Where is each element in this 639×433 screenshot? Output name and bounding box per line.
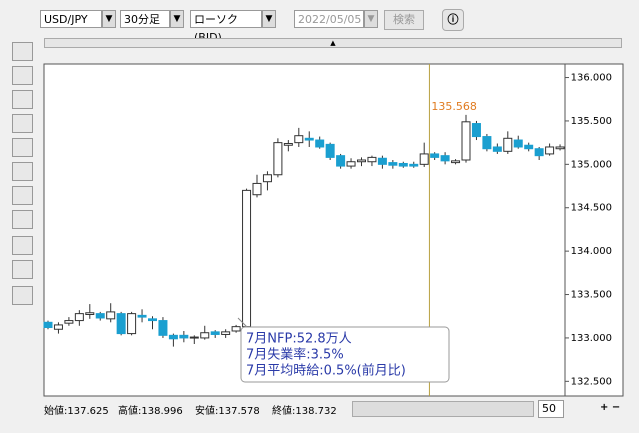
- tool-erase-all[interactable]: [12, 90, 33, 109]
- callout-text: 7月平均時給:0.5%(前月比): [246, 363, 406, 379]
- info-button[interactable]: ⓘ: [442, 9, 464, 31]
- candle-body: [440, 155, 450, 162]
- tool-line[interactable]: [12, 66, 33, 85]
- tool-view[interactable]: [12, 236, 33, 255]
- tool-zoom-out[interactable]: [12, 138, 33, 157]
- candle-body: [461, 121, 471, 161]
- tool-print[interactable]: [12, 260, 33, 279]
- y-tick-label: 135.000: [571, 159, 612, 170]
- y-tick-label: 133.000: [571, 333, 612, 344]
- candle-body: [127, 313, 137, 335]
- candle-body: [513, 139, 523, 148]
- y-tick-label: 132.500: [571, 376, 612, 387]
- tool-zoom-in[interactable]: [12, 114, 33, 133]
- tool-indicator[interactable]: [12, 162, 33, 181]
- candle-body: [221, 331, 231, 335]
- candle-body: [471, 123, 481, 138]
- status-close: 終値:138.732: [272, 406, 337, 417]
- candle-body: [262, 174, 272, 183]
- marker-label: 135.568: [431, 100, 477, 113]
- candle-body: [388, 162, 398, 166]
- callout-pointer: [237, 317, 249, 329]
- tool-cursor[interactable]: [12, 42, 33, 61]
- callout-text: 7月失業率:3.5%: [246, 347, 344, 363]
- timeframe-select[interactable]: 30分足: [120, 10, 170, 28]
- candle-body: [503, 137, 513, 152]
- candle-body: [315, 139, 325, 148]
- status-open: 始値:137.625: [44, 406, 109, 417]
- candle-body: [74, 313, 84, 322]
- candle-body: [85, 312, 95, 315]
- candle-body: [242, 189, 252, 328]
- count-select[interactable]: 50: [538, 400, 564, 418]
- dropdown-arrow[interactable]: ▼: [364, 10, 378, 28]
- collapse-tab[interactable]: ▲: [44, 38, 622, 48]
- candle-body: [294, 135, 304, 144]
- callout-text: 7月NFP:52.8万人: [246, 332, 352, 347]
- candle-body: [409, 163, 419, 167]
- candle-body: [106, 311, 116, 320]
- candle-body: [273, 142, 283, 176]
- candle-body: [555, 146, 565, 150]
- date-input[interactable]: 2022/05/05: [294, 10, 364, 28]
- candle-body: [137, 314, 147, 318]
- candle-body: [492, 146, 502, 152]
- dropdown-arrow[interactable]: ▼: [262, 10, 276, 28]
- y-tick-label: 135.500: [571, 116, 612, 127]
- candle-body: [304, 137, 314, 141]
- candle-body: [430, 153, 440, 158]
- candle-body: [148, 318, 157, 322]
- candle-body: [179, 334, 189, 339]
- scrollbar[interactable]: [352, 401, 534, 417]
- candle-body: [534, 148, 544, 157]
- candle-body: [210, 331, 220, 335]
- candle-body: [419, 153, 429, 165]
- candle-body: [252, 182, 262, 196]
- candle-body: [189, 336, 199, 339]
- candle-body: [524, 144, 534, 150]
- tool-symbols[interactable]: [12, 210, 33, 229]
- y-tick-label: 136.000: [571, 73, 612, 84]
- candle-body: [95, 313, 105, 319]
- tool-table[interactable]: [12, 286, 33, 305]
- candle-body: [43, 321, 53, 329]
- candle-body: [158, 320, 168, 336]
- candle-body: [336, 155, 346, 167]
- candle-body: [367, 156, 377, 163]
- candle-body: [451, 160, 461, 164]
- candle-body: [482, 136, 492, 150]
- candle-body: [116, 313, 126, 335]
- candle-body: [357, 159, 366, 163]
- candle-body: [200, 332, 210, 339]
- candle-body: [64, 320, 74, 324]
- callout-box: [240, 326, 450, 383]
- candle-body: [231, 326, 241, 332]
- candle-body: [325, 143, 335, 158]
- price-axis: [564, 63, 624, 397]
- dropdown-arrow[interactable]: ▼: [170, 10, 184, 28]
- y-tick-label: 133.500: [571, 290, 612, 301]
- candle-body: [53, 324, 63, 330]
- pair-select[interactable]: USD/JPY: [40, 10, 102, 28]
- tool-values[interactable]: [12, 186, 33, 205]
- status-low: 安値:137.578: [195, 406, 260, 417]
- candle-body: [398, 162, 408, 167]
- y-tick-label: 134.500: [571, 203, 612, 214]
- dropdown-arrow[interactable]: ▼: [102, 10, 116, 28]
- candle-body: [346, 161, 356, 167]
- candle-body: [168, 334, 178, 340]
- status-high: 高値:138.996: [118, 406, 183, 417]
- zoom-buttons[interactable]: + −: [600, 402, 621, 413]
- y-tick-label: 134.000: [571, 246, 612, 257]
- candle-body: [377, 157, 387, 165]
- search-button[interactable]: 検索: [384, 10, 424, 30]
- candle-body: [283, 143, 293, 146]
- candle-body: [545, 146, 555, 155]
